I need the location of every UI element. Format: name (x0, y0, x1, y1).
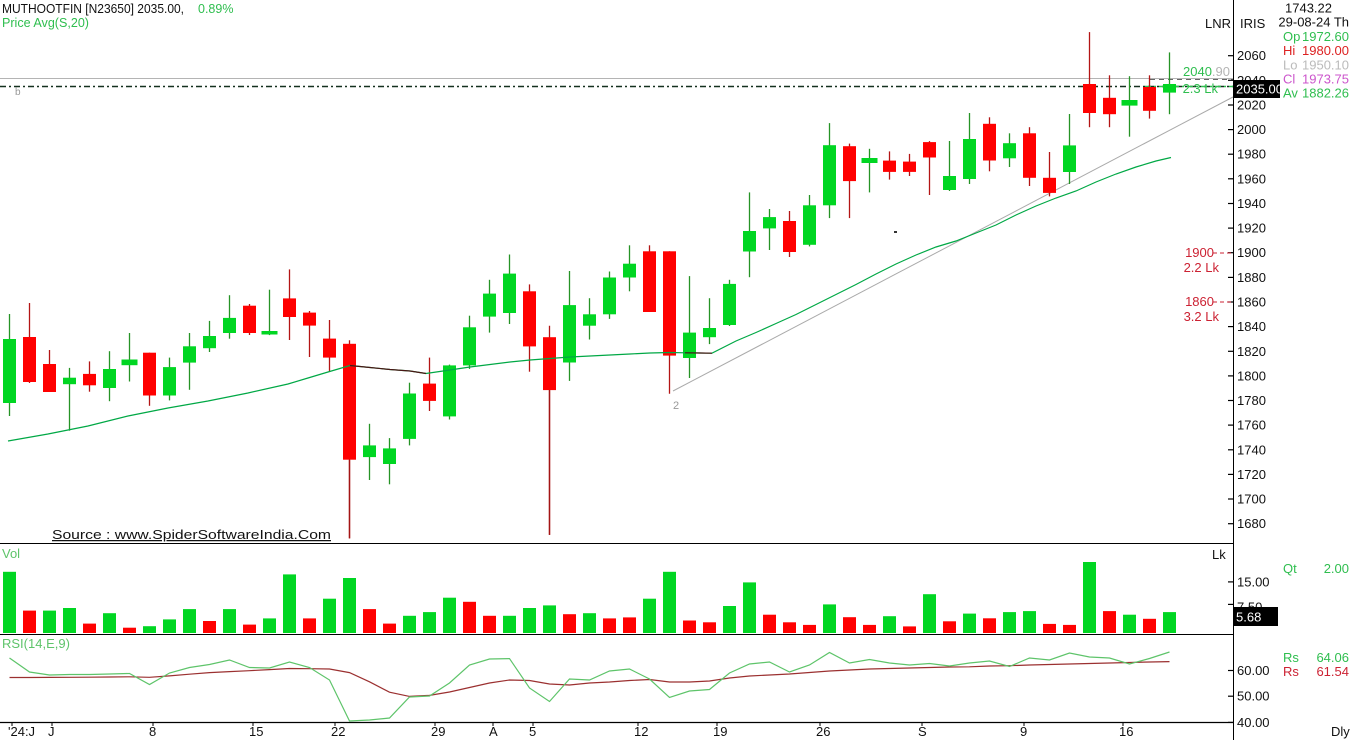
svg-text:5: 5 (529, 724, 536, 739)
svg-text:1740: 1740 (1237, 442, 1266, 457)
svg-text:1900: 1900 (1185, 245, 1214, 260)
svg-text:IRIS: IRIS (1240, 16, 1266, 31)
svg-text:40.00: 40.00 (1237, 715, 1270, 730)
svg-text:1840: 1840 (1237, 319, 1266, 334)
svg-text:2040.90: 2040.90 (1183, 64, 1230, 79)
svg-text:RSI(14,E,9): RSI(14,E,9) (2, 636, 70, 651)
svg-text:1950.10: 1950.10 (1302, 57, 1349, 72)
svg-text:Dly: Dly (1331, 724, 1350, 739)
svg-text:8: 8 (149, 724, 156, 739)
svg-text:2.2 Lk: 2.2 Lk (1184, 260, 1220, 275)
svg-text:1980.00: 1980.00 (1302, 43, 1349, 58)
svg-text:MUTHOOTFIN [N23650] 2035.00,: MUTHOOTFIN [N23650] 2035.00, (2, 1, 184, 16)
svg-text:1860: 1860 (1185, 294, 1214, 309)
svg-text:1900: 1900 (1237, 245, 1266, 260)
svg-text:2060: 2060 (1237, 48, 1266, 63)
svg-text:Price Avg(S,20): Price Avg(S,20) (2, 15, 89, 30)
svg-text:9: 9 (1020, 724, 1027, 739)
svg-text:b: b (15, 87, 21, 98)
svg-text:S: S (918, 724, 927, 739)
svg-text:Source : www.SpiderSoftwareInd: Source : www.SpiderSoftwareIndia.Com (52, 528, 331, 542)
svg-text:1780: 1780 (1237, 393, 1266, 408)
svg-text:1720: 1720 (1237, 467, 1266, 482)
svg-text:1960: 1960 (1237, 171, 1266, 186)
svg-text:1980: 1980 (1237, 147, 1266, 162)
svg-text:3.2 Lk: 3.2 Lk (1184, 309, 1220, 324)
svg-text:Lo: Lo (1283, 57, 1297, 72)
svg-text:Qt: Qt (1283, 561, 1297, 576)
svg-text:1700: 1700 (1237, 492, 1266, 507)
svg-text:1920: 1920 (1237, 221, 1266, 236)
svg-text:Av: Av (1283, 86, 1298, 101)
svg-text:61.54: 61.54 (1316, 664, 1349, 679)
svg-text:2: 2 (673, 400, 679, 412)
svg-text:1972.60: 1972.60 (1302, 29, 1349, 44)
svg-text:1882.26: 1882.26 (1302, 86, 1349, 101)
svg-text:2035.00: 2035.00 (1236, 82, 1283, 97)
svg-text:Cl: Cl (1283, 72, 1295, 87)
svg-text:2.00: 2.00 (1324, 561, 1349, 576)
svg-text:64.06: 64.06 (1316, 650, 1349, 665)
svg-text:Hi: Hi (1283, 43, 1295, 58)
svg-text:15: 15 (249, 724, 263, 739)
svg-text:Lk: Lk (1212, 547, 1226, 562)
svg-text:1880: 1880 (1237, 270, 1266, 285)
svg-text:Rs: Rs (1283, 650, 1299, 665)
svg-text:1940: 1940 (1237, 196, 1266, 211)
svg-text:29: 29 (431, 724, 445, 739)
svg-text:12: 12 (634, 724, 648, 739)
svg-text:19: 19 (713, 724, 727, 739)
svg-text:0.89%: 0.89% (198, 2, 233, 16)
svg-text:2000: 2000 (1237, 122, 1266, 137)
svg-text:50.00: 50.00 (1237, 689, 1270, 704)
svg-text:29-08-24 Th: 29-08-24 Th (1278, 15, 1349, 30)
svg-text:2.3 Lk: 2.3 Lk (1183, 81, 1219, 96)
svg-text:A: A (489, 724, 498, 739)
svg-text:22: 22 (331, 724, 345, 739)
svg-text:26: 26 (816, 724, 830, 739)
svg-text:Op: Op (1283, 29, 1300, 44)
svg-text:1743.22: 1743.22 (1285, 1, 1332, 16)
svg-text:1800: 1800 (1237, 368, 1266, 383)
svg-text:1973.75: 1973.75 (1302, 72, 1349, 87)
svg-text:1680: 1680 (1237, 516, 1266, 531)
svg-text:1860: 1860 (1237, 295, 1266, 310)
svg-text:2020: 2020 (1237, 98, 1266, 113)
svg-text:5.68: 5.68 (1236, 610, 1261, 625)
svg-text:'24:J: '24:J (8, 724, 35, 739)
svg-text:1760: 1760 (1237, 418, 1266, 433)
svg-text:1820: 1820 (1237, 344, 1266, 359)
svg-text:Vol: Vol (2, 546, 20, 561)
svg-text:16: 16 (1119, 724, 1133, 739)
svg-text:J: J (48, 724, 55, 739)
svg-text:Rs: Rs (1283, 664, 1299, 679)
svg-text:LNR: LNR (1205, 16, 1231, 31)
svg-text:15.00: 15.00 (1237, 574, 1270, 589)
svg-text:60.00: 60.00 (1237, 663, 1270, 678)
